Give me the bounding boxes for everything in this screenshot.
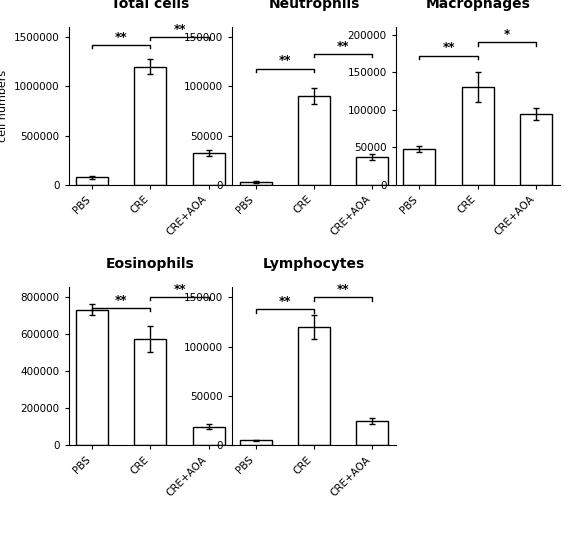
Text: **: **: [173, 23, 186, 36]
Bar: [192, 153, 225, 185]
Text: **: **: [115, 294, 127, 307]
Bar: [298, 327, 330, 445]
Text: **: **: [115, 30, 127, 43]
Bar: [134, 67, 166, 185]
Text: **: **: [279, 295, 291, 308]
Bar: [356, 421, 388, 445]
Title: Total cells: Total cells: [111, 0, 190, 11]
Bar: [520, 113, 552, 185]
Bar: [356, 157, 388, 185]
Text: **: **: [173, 282, 186, 295]
Bar: [76, 310, 108, 445]
Text: *: *: [504, 28, 510, 41]
Title: Lymphocytes: Lymphocytes: [263, 257, 365, 271]
Title: Neutrophils: Neutrophils: [268, 0, 360, 11]
Text: **: **: [337, 283, 349, 296]
Bar: [240, 440, 272, 445]
Title: Macrophages: Macrophages: [425, 0, 530, 11]
Bar: [403, 149, 436, 185]
Bar: [462, 87, 494, 185]
Bar: [134, 339, 166, 445]
Bar: [76, 177, 108, 185]
Bar: [298, 96, 330, 185]
Text: **: **: [279, 54, 291, 67]
Text: **: **: [337, 40, 349, 53]
Bar: [240, 182, 272, 185]
Bar: [192, 427, 225, 445]
Title: Eosinophils: Eosinophils: [106, 257, 195, 271]
Y-axis label: cell numbers: cell numbers: [0, 70, 8, 142]
Text: **: **: [443, 41, 455, 54]
